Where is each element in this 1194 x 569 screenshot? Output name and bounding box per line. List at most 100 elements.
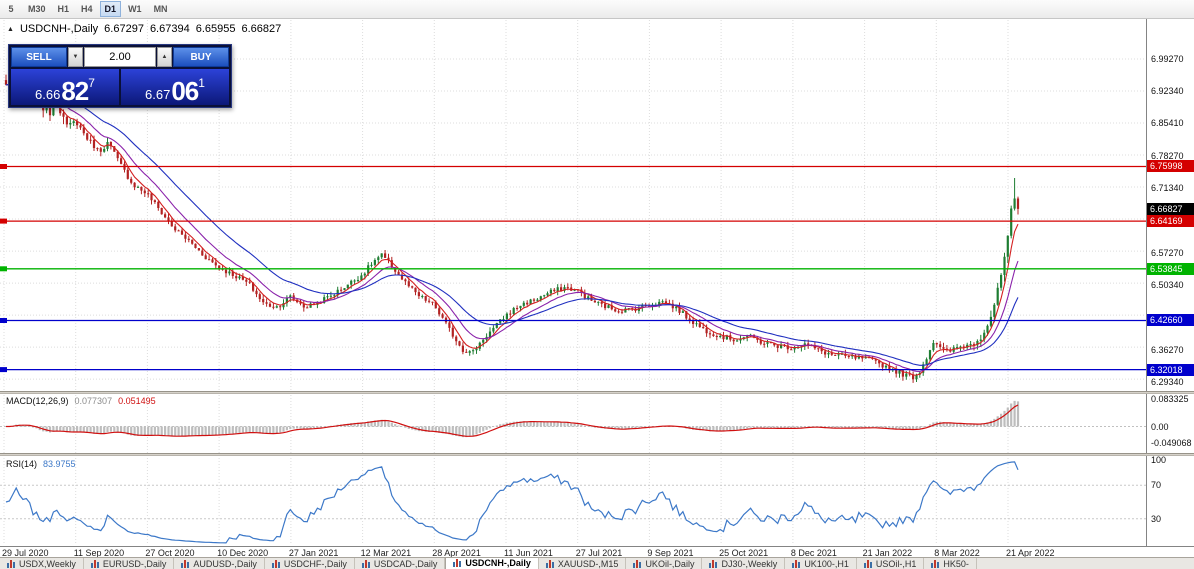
chart-title: ▲ USDCNH-,Daily 6.67297 6.67394 6.65955 … — [7, 23, 281, 35]
date-label: 21 Jan 2022 — [862, 548, 913, 558]
mini-chart-icon — [181, 559, 190, 568]
tab-label: DJ30-,Weekly — [721, 558, 778, 569]
level-price-badge: 6.53845 — [1147, 262, 1194, 275]
chart-tab-usdcnh-daily[interactable]: USDCNH-,Daily — [445, 558, 539, 569]
macd-main-value: 0.077307 — [74, 396, 113, 406]
price-label: 6.92340 — [1151, 86, 1184, 96]
collapse-triangle-icon[interactable]: ▲ — [7, 25, 14, 33]
date-label: 10 Dec 2020 — [217, 548, 269, 558]
price-scale[interactable]: 6.99270 6.92340 6.85410 6.78270 6.71340 6.572… — [1146, 19, 1194, 546]
macd-name: MACD(12,26,9) — [6, 396, 69, 406]
level-price-badge: 6.75998 — [1147, 160, 1194, 173]
volume-increase-icon[interactable]: ▲ — [157, 47, 172, 67]
buy-price-point: 1 — [198, 76, 205, 90]
mini-chart-icon — [7, 559, 15, 568]
chart-tab-xauusd-m15[interactable]: XAUUSD-,M15 — [539, 558, 627, 569]
date-label: 27 Oct 2020 — [145, 548, 195, 558]
buy-price-pips: 06 — [171, 76, 199, 107]
price-label: 6.85410 — [1151, 118, 1184, 129]
buy-price-display[interactable]: 6.67 06 1 — [121, 69, 229, 105]
macd-scale-label: -0.049068 — [1151, 437, 1192, 448]
timeframe-button-m30[interactable]: M30 — [28, 4, 46, 14]
tab-label: USDCAD-,Daily — [373, 558, 438, 569]
tab-label: AUDUSD-,Daily — [193, 558, 257, 569]
mini-chart-icon — [90, 559, 99, 568]
chart-tab-usdx-weekly[interactable]: USDX,Weekly — [0, 558, 84, 569]
tab-label: UKOil-,Daily — [645, 558, 695, 569]
price-label: 6.78270 — [1151, 150, 1184, 161]
chart-tab-usdcad-daily[interactable]: USDCAD-,Daily — [355, 558, 446, 569]
date-label: 9 Sep 2021 — [647, 548, 694, 558]
volume-decrease-icon[interactable]: ▼ — [68, 47, 83, 67]
macd-scale-label: 0.00 — [1151, 421, 1169, 432]
price-label: 6.99270 — [1151, 54, 1184, 64]
level-price-badge: 6.32018 — [1147, 363, 1194, 376]
chart-tab-eurusd-daily[interactable]: EURUSD-,Daily — [84, 558, 175, 569]
tab-label: UK100-,H1 — [804, 558, 849, 569]
mini-chart-icon — [361, 559, 370, 568]
ohlc-open: 6.67297 — [104, 23, 144, 35]
date-label: 27 Jul 2021 — [575, 548, 623, 558]
timeframe-button-h1[interactable]: H1 — [57, 4, 70, 14]
chart-tab-usdchf-daily[interactable]: USDCHF-,Daily — [265, 558, 355, 569]
chart-tab-dj30-weekly[interactable]: DJ30-,Weekly — [702, 558, 786, 569]
mini-chart-icon — [271, 559, 280, 568]
volume-input[interactable] — [84, 47, 156, 67]
tab-label: HK50- — [943, 558, 969, 569]
date-label: 29 Jul 2020 — [2, 548, 49, 558]
rsi-name: RSI(14) — [6, 459, 38, 469]
macd-scale-label: 0.083325 — [1151, 393, 1189, 404]
sell-price-major: 6.66 — [35, 86, 61, 102]
date-label: 12 Mar 2021 — [360, 548, 412, 558]
date-label: 28 Apr 2021 — [432, 548, 481, 558]
sell-button[interactable]: SELL — [11, 47, 67, 67]
mini-chart-icon — [453, 559, 462, 567]
one-click-trading-panel: SELL ▼ ▲ BUY 6.66 82 7 6.67 06 1 — [8, 44, 232, 108]
mini-chart-icon — [545, 559, 554, 568]
date-label: 11 Sep 2020 — [73, 548, 125, 558]
mini-chart-icon — [931, 559, 940, 568]
macd-signal-value: 0.051495 — [118, 396, 156, 406]
rsi-scale-label: 100 — [1151, 455, 1167, 465]
chart-tab-bar: USDX,Weekly EURUSD-,Daily AUDUSD-,Daily USD… — [0, 557, 1194, 569]
tab-label: USDCHF-,Daily — [283, 558, 347, 569]
chart-tab-audusd-daily[interactable]: AUDUSD-,Daily — [174, 558, 265, 569]
sell-price-display[interactable]: 6.66 82 7 — [11, 69, 119, 105]
mini-chart-icon — [863, 559, 872, 568]
timeframe-button-mn[interactable]: MN — [153, 4, 168, 14]
mini-chart-icon — [633, 559, 642, 568]
pane-separator[interactable] — [0, 453, 1194, 456]
timeframe-toolbar: 5 M30 H1 H4 D1 W1 MN — [0, 0, 1194, 19]
price-label: 6.57270 — [1151, 247, 1184, 258]
chart-tab-ukoil-daily[interactable]: UKOil-,Daily — [626, 558, 703, 569]
date-label: 21 Apr 2022 — [1005, 548, 1055, 558]
date-label: 11 Jun 2021 — [503, 548, 553, 558]
chart-tab-uk100-h1[interactable]: UK100-,H1 — [785, 558, 857, 569]
timeframe-button-w1[interactable]: W1 — [128, 4, 142, 14]
price-label: 6.29340 — [1151, 377, 1184, 387]
rsi-scale-label: 30 — [1151, 513, 1162, 524]
timeframe-button-d1[interactable]: D1 — [99, 1, 122, 17]
date-label: 8 Dec 2021 — [790, 548, 837, 558]
date-label: 27 Jan 2021 — [288, 548, 339, 558]
tab-label: EURUSD-,Daily — [102, 558, 167, 569]
chart-tab-usoil-h1[interactable]: USOil-,H1 — [857, 558, 925, 569]
time-axis[interactable]: 29 Jul 2020 11 Sep 2020 27 Oct 2020 10 Dec … — [0, 546, 1194, 558]
pane-separator[interactable] — [0, 391, 1194, 394]
timeframe-button-h4[interactable]: H4 — [81, 4, 93, 14]
ohlc-low: 6.65955 — [195, 23, 236, 35]
level-price-badge: 6.42660 — [1147, 314, 1194, 327]
tab-label: XAUUSD-,M15 — [557, 558, 619, 569]
buy-button[interactable]: BUY — [173, 47, 229, 67]
tab-label: USOil-,H1 — [875, 558, 917, 569]
sell-price-point: 7 — [88, 76, 95, 90]
tab-label: USDCNH-,Daily — [465, 558, 531, 568]
mini-chart-icon — [709, 559, 718, 568]
chart-tab-hk50-[interactable]: HK50- — [924, 558, 977, 569]
level-price-badge: 6.64169 — [1147, 215, 1194, 228]
date-label: 8 Mar 2022 — [934, 548, 980, 558]
timeframe-button-5[interactable]: 5 — [8, 4, 14, 14]
rsi-indicator-label: RSI(14) 83.9755 — [6, 459, 76, 469]
symbol-period-label: USDCNH-,Daily — [19, 23, 99, 35]
